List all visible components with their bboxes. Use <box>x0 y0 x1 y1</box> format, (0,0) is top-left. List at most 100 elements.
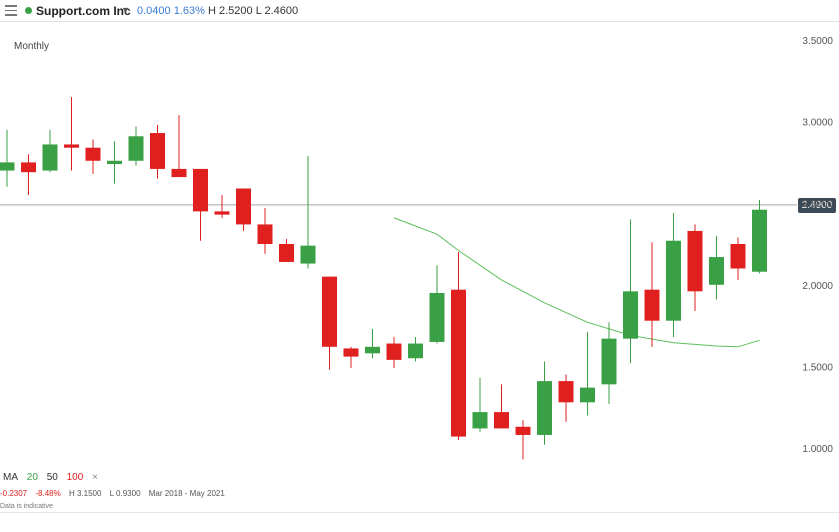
candle <box>322 276 337 370</box>
quote-summary: 0.0400 1.63% H 2.5200 L 2.4600 <box>137 5 298 17</box>
candle-body <box>128 136 144 161</box>
candle <box>451 252 466 440</box>
x-axis-strip <box>0 512 839 532</box>
candle <box>42 129 58 173</box>
y-axis-tick-label: 1.0000 <box>802 444 833 455</box>
candle-body <box>193 168 208 212</box>
y-axis-tick-label: 1.5000 <box>802 362 833 373</box>
candle-body <box>687 230 703 292</box>
candle <box>580 332 595 416</box>
period-change-percent: -8.48% <box>35 489 61 498</box>
candle <box>666 212 681 338</box>
candle <box>343 346 359 369</box>
candle <box>429 265 445 344</box>
ma-20-toggle[interactable]: 20 <box>26 472 38 483</box>
change-percent: 1.63% <box>173 5 205 17</box>
candle-body <box>322 276 337 347</box>
candle-body <box>300 245 316 264</box>
candle <box>408 337 423 362</box>
candle-body <box>85 147 101 161</box>
candle <box>171 115 187 178</box>
instrument-name[interactable]: Support.com Inc <box>36 4 131 18</box>
period-range: Mar 2018 - May 2021 <box>148 489 225 498</box>
candle <box>494 384 509 429</box>
candle-body <box>0 162 15 171</box>
current-price-badge: 2.4900 <box>798 198 836 213</box>
candle-body <box>365 346 380 354</box>
candle-body <box>451 289 466 437</box>
day-high: H 2.5200 <box>207 5 253 17</box>
candle <box>365 328 380 359</box>
candle <box>279 239 294 262</box>
day-low: L 2.4600 <box>255 5 299 17</box>
candle-body <box>150 133 165 169</box>
candle <box>193 168 208 241</box>
candle-body <box>472 412 488 429</box>
candle-body <box>644 289 660 321</box>
candle <box>515 420 531 460</box>
ma-100-toggle[interactable]: 100 <box>66 472 84 483</box>
close-icon[interactable]: × <box>92 472 98 483</box>
candle-body <box>429 292 445 342</box>
menu-icon[interactable] <box>5 5 17 16</box>
candle-body <box>171 168 187 178</box>
y-axis-tick-label: 3.0000 <box>802 118 833 129</box>
candle <box>472 377 488 432</box>
candle <box>236 188 251 231</box>
candle-body <box>257 224 273 244</box>
candle-body <box>601 338 617 385</box>
candle-body <box>623 291 638 339</box>
candle-body <box>537 381 552 435</box>
y-axis-tick-label: 2.0000 <box>802 281 833 292</box>
period-low: L 0.9300 <box>109 489 141 498</box>
candle <box>752 199 767 274</box>
period-high: H 3.1500 <box>68 489 102 498</box>
chart-period-label[interactable]: Monthly <box>14 41 50 52</box>
candle-body <box>64 144 79 148</box>
candle <box>623 219 638 364</box>
candle <box>150 124 165 179</box>
candle-body <box>730 244 746 269</box>
candle <box>709 235 724 300</box>
candle <box>128 126 144 166</box>
instrument-header: Support.com Inc ▼ 0.0400 1.63% H 2.5200 … <box>0 0 839 22</box>
candle <box>687 224 703 311</box>
candle-body <box>21 162 36 173</box>
candle-body <box>558 381 574 403</box>
candle-body <box>107 160 122 165</box>
period-change: -0.2307 <box>0 489 28 498</box>
candle-body <box>580 387 595 403</box>
candle <box>21 154 36 196</box>
candle <box>558 374 574 422</box>
candle <box>644 242 660 347</box>
candle-body <box>752 209 767 272</box>
candle-body <box>343 348 359 357</box>
candle-body <box>408 343 423 359</box>
period-stats: -0.2307 -8.48% H 3.1500 L 0.9300 Mar 201… <box>0 489 231 498</box>
chevron-down-icon[interactable]: ▼ <box>121 5 130 15</box>
candle <box>386 337 402 369</box>
candle-body <box>709 257 724 285</box>
candle-body <box>494 412 509 429</box>
candle-body <box>515 426 531 435</box>
market-open-indicator <box>25 7 32 14</box>
data-disclaimer: Data is indicative <box>0 503 53 510</box>
y-axis-tick-label: 2.5000 <box>802 199 833 210</box>
candle <box>107 141 122 184</box>
candle <box>537 361 552 445</box>
candle <box>730 237 746 280</box>
candle <box>300 155 316 269</box>
ma-50-toggle[interactable]: 50 <box>46 472 58 483</box>
candle-body <box>386 343 402 360</box>
candle <box>0 129 15 187</box>
candle-body <box>42 144 58 171</box>
candle <box>214 195 230 218</box>
price-chart[interactable]: 3.50003.00002.50002.00001.50001.0000AprJ… <box>0 22 839 512</box>
indicator-legend: MA 20 50 100 × <box>3 472 104 483</box>
ma-label[interactable]: MA <box>3 472 18 483</box>
y-axis-tick-label: 3.5000 <box>802 36 833 47</box>
candle-body <box>214 211 230 215</box>
candle-body <box>666 240 681 321</box>
candle-body <box>279 244 294 262</box>
candle <box>601 322 617 404</box>
